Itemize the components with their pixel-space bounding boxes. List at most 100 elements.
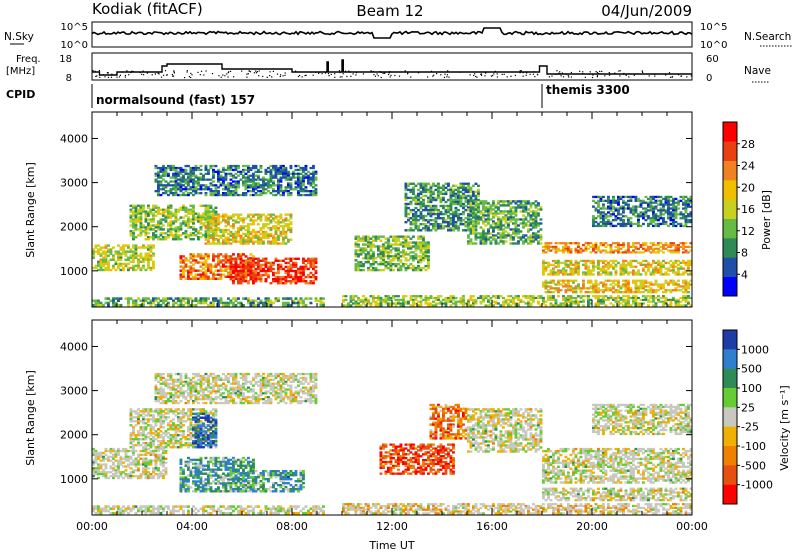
range-cell [414,253,418,256]
range-cell [104,260,108,263]
range-cell [579,249,583,252]
range-cell [584,259,588,263]
range-cell [104,266,108,270]
range-cell [182,174,185,177]
range-cell [192,188,195,191]
range-cell [587,279,590,282]
range-cell [477,206,480,209]
range-cell [392,239,395,242]
range-cell [202,184,205,187]
range-cell [409,190,413,194]
range-cell [409,241,413,244]
range-cell [252,182,255,185]
range-cell [219,259,223,262]
range-cell [464,194,468,198]
range-cell [429,206,433,210]
range-cell [187,299,190,303]
range-cell [359,261,363,264]
range-cell [602,265,605,268]
range-cell [549,242,553,245]
range-cell [199,186,203,189]
range-cell [682,298,685,301]
range-cell [222,228,225,232]
range-cell [429,190,433,194]
range-cell [384,245,388,248]
range-cell [222,255,225,258]
range-cell [452,227,455,230]
range-cell [284,230,288,234]
range-cell [119,252,123,255]
range-cell [499,226,503,229]
range-cell [149,228,153,231]
range-cell [312,280,315,283]
range-cell [144,220,148,223]
range-cell [647,295,650,298]
range-cell [634,296,638,300]
range-cell [209,242,213,245]
range-cell [414,243,418,246]
range-cell [577,242,580,245]
range-cell [317,299,320,303]
range-cell [239,240,243,243]
range-cell [302,180,305,183]
range-cell [537,296,540,300]
range-cell [167,222,170,225]
range-cell [424,295,428,298]
range-cell [149,220,153,223]
range-cell [442,221,445,224]
range-cell [409,188,413,192]
range-cell [262,230,265,234]
range-cell [162,208,165,211]
range-cell [257,184,260,187]
range-cell [557,287,560,290]
range-cell [504,300,508,303]
range-cell [184,188,188,191]
range-cell [614,298,618,301]
range-cell [192,253,195,256]
range-cell [479,295,483,298]
range-cell [172,186,175,189]
range-cell [159,299,163,303]
range-cell [629,296,633,300]
range-cell [542,265,545,268]
range-cell [367,266,370,270]
range-cell [354,263,358,266]
range-cell [359,298,363,301]
range-cell [302,271,305,275]
nsky-tick-bottom: 10^0 [61,40,88,51]
range-cell [144,232,148,235]
range-cell [277,280,280,283]
range-cell [394,304,398,307]
range-cell [254,182,258,185]
range-cell [449,227,453,230]
range-cell [664,244,668,247]
range-cell [209,227,213,230]
range-cell [564,242,568,245]
range-cell [614,242,618,245]
nave-dot [475,75,477,78]
range-cell [309,166,313,170]
range-cell [657,300,660,303]
range-cell [169,232,173,235]
range-cell [177,188,180,191]
range-cell [302,267,305,271]
range-cell [222,269,225,272]
range-cell [597,298,600,301]
range-cell [562,242,565,245]
range-cell [152,216,155,219]
range-cell [209,184,213,187]
range-cell [99,268,103,272]
range-cell [479,296,483,300]
range-cell [207,238,210,241]
range-cell [234,190,238,193]
range-cell [272,166,275,170]
range-cell [137,258,140,261]
range-cell [609,244,613,247]
range-cell [494,296,498,300]
range-cell [389,268,393,272]
range-cell [427,257,430,260]
nave-dot [111,73,113,75]
range-cell [459,202,463,206]
range-cell [157,226,160,229]
range-cell [227,193,230,197]
